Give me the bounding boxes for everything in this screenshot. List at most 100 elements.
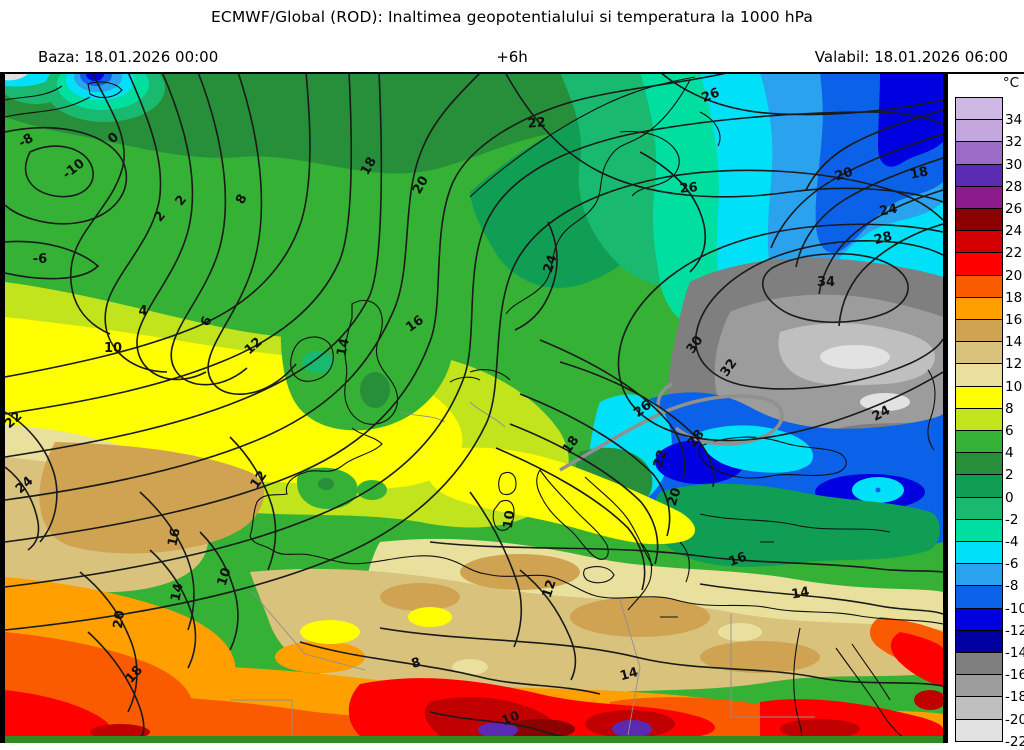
legend-entry: -20 — [949, 696, 1024, 727]
legend-entry: -6 — [949, 541, 1024, 571]
legend-value: 4 — [1005, 445, 1014, 462]
legend-entry: 10 — [949, 363, 1024, 394]
map-left-border — [0, 72, 5, 743]
header: ECMWF/Global (ROD): Inaltimea geopotenti… — [0, 0, 1024, 72]
legend-swatch — [955, 296, 1003, 321]
legend-entry: 12 — [949, 341, 1024, 371]
contour-label: 22 — [527, 115, 546, 132]
legend-swatch — [955, 541, 1003, 565]
contour-label: 28 — [873, 229, 894, 248]
legend-value: -20 — [1005, 711, 1024, 728]
legend-value: 20 — [1005, 267, 1023, 284]
legend-value: 28 — [1005, 178, 1023, 195]
legend-value: 16 — [1005, 312, 1023, 329]
legend-entry: 8 — [949, 385, 1024, 416]
legend-value: 34 — [1005, 112, 1023, 129]
legend-swatch — [955, 385, 1003, 409]
contour-label: 16 — [727, 550, 749, 570]
contour-label: 14 — [618, 665, 639, 684]
legend-swatch — [955, 363, 1003, 387]
contour-label: 26 — [679, 180, 698, 197]
coastlines — [5, 76, 943, 736]
legend-value: -22 — [1005, 733, 1024, 750]
legend-swatch — [955, 185, 1003, 210]
legend-value: 24 — [1005, 223, 1023, 240]
legend-entry: 32 — [949, 119, 1024, 149]
legend-swatch — [955, 274, 1003, 298]
legend-swatch — [955, 696, 1003, 720]
legend-entry: 18 — [949, 274, 1024, 305]
legend-entry: 22 — [949, 230, 1024, 260]
legend-swatch — [955, 252, 1003, 276]
legend-swatch — [955, 496, 1003, 520]
temperature-legend: °C 34 32 30 28 26 24 22 20 18 16 14 12 10 8 6 4 2 0 -2 -4 -6… — [948, 74, 1024, 749]
contour-label: 8 — [410, 655, 423, 672]
contour-label: 20 — [833, 165, 855, 185]
legend-value: 30 — [1005, 156, 1023, 173]
contour-label: 10 — [501, 510, 518, 530]
legend-value: -6 — [1005, 556, 1019, 573]
legend-swatch — [955, 563, 1003, 587]
legend-value: -8 — [1005, 578, 1019, 595]
legend-value: -18 — [1005, 689, 1024, 706]
legend-entry: -4 — [949, 518, 1024, 549]
legend-swatch — [955, 518, 1003, 543]
legend-entry: 30 — [949, 141, 1024, 172]
contour-label: 20 — [111, 610, 128, 630]
legend-entry: 14 — [949, 319, 1024, 349]
legend-value: 6 — [1005, 423, 1014, 440]
legend-swatch — [955, 407, 1003, 432]
legend-value: -10 — [1005, 600, 1024, 617]
contour-label: 14 — [168, 582, 186, 603]
contour-label: 14 — [334, 337, 352, 358]
legend-swatch — [955, 474, 1003, 498]
legend-entry: -22 — [949, 718, 1024, 749]
contour-label: 10 — [215, 566, 235, 588]
legend-swatch — [955, 341, 1003, 365]
contour-label: 10 — [499, 708, 521, 729]
contour-label: 34 — [817, 275, 835, 290]
country-borders — [230, 401, 815, 736]
legend-swatch — [955, 97, 1003, 121]
contour-label: 16 — [165, 527, 183, 548]
legend-swatch — [955, 163, 1003, 187]
contour-label: 24 — [878, 202, 898, 220]
legend-swatch — [955, 319, 1003, 343]
legend-swatch — [955, 674, 1003, 698]
legend-entry: -2 — [949, 496, 1024, 527]
legend-value: 12 — [1005, 356, 1023, 373]
contour-label: 24 — [541, 253, 561, 275]
map-right-border — [943, 72, 948, 743]
header-divider — [0, 72, 1024, 74]
legend-value: 26 — [1005, 201, 1023, 218]
legend-swatch — [955, 119, 1003, 143]
legend-swatch — [955, 208, 1003, 232]
legend-entry: -8 — [949, 563, 1024, 593]
legend-value: -12 — [1005, 622, 1024, 639]
legend-swatch — [955, 141, 1003, 165]
legend-value: 10 — [1005, 378, 1023, 395]
legend-value: 22 — [1005, 245, 1023, 262]
legend-value: -14 — [1005, 645, 1024, 662]
legend-swatch — [955, 629, 1003, 654]
legend-entry: 20 — [949, 252, 1024, 283]
legend-entry: -14 — [949, 629, 1024, 660]
legend-swatch — [955, 718, 1003, 742]
contour-label: 20 — [665, 486, 685, 508]
legend-value: 2 — [1005, 467, 1014, 484]
legend-entry: 24 — [949, 208, 1024, 238]
legend-entry: -16 — [949, 652, 1024, 682]
legend-value: 18 — [1005, 289, 1023, 306]
legend-entry: -12 — [949, 607, 1024, 638]
legend-entry: -10 — [949, 585, 1024, 616]
contour-lines — [5, 72, 943, 736]
contour-label: -6 — [33, 252, 47, 267]
legend-swatch — [955, 652, 1003, 676]
legend-entry: 26 — [949, 185, 1024, 216]
legend-scale: 34 32 30 28 26 24 22 20 18 16 14 12 10 8 6 4 2 0 -2 -4 -6 -8-… — [949, 97, 1024, 749]
chart-title: ECMWF/Global (ROD): Inaltimea geopotenti… — [211, 8, 813, 26]
contour-label: 22 — [651, 448, 671, 470]
forecast-step-label: +6h — [496, 48, 528, 66]
